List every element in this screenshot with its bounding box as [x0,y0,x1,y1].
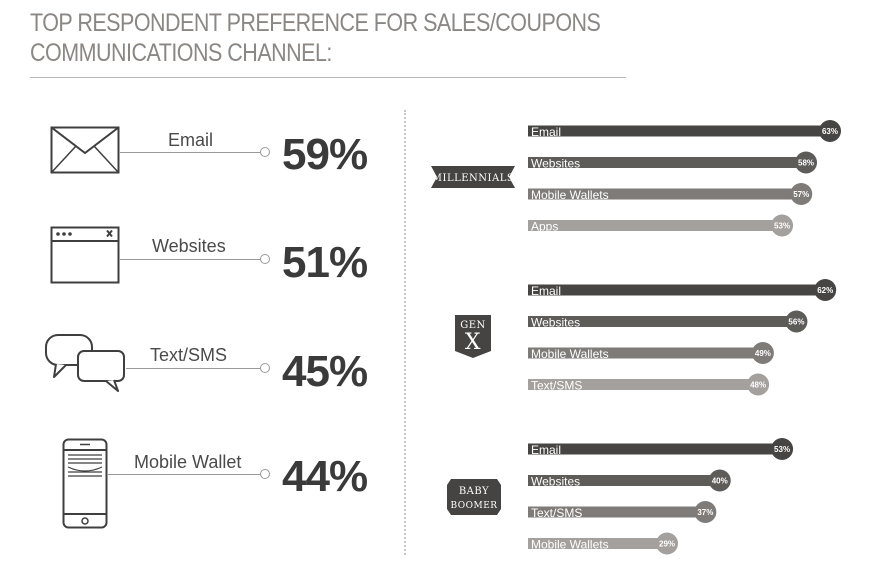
bar-category-gen-x-0: Email [531,284,561,298]
bar-value-baby-boomer-3: 29% [659,540,675,549]
badge-baby-boomer: BABY BOOMER [447,479,501,515]
bar-category-millennials-0: Email [531,125,561,139]
overall-row-text-sms: Text/SMS 45% [0,327,400,407]
browser-window-icon [50,226,120,284]
bar-end-baby-boomer-3 [656,532,679,555]
bar-end-gen-x-1 [785,310,808,333]
bar-value-millennials-0: 63% [822,127,838,136]
bar-baby-boomer-2 [528,506,706,518]
bar-category-baby-boomer-0: Email [531,443,561,457]
bar-end-gen-x-0 [814,279,837,301]
envelope-icon [50,126,120,174]
bar-value-baby-boomer-0: 53% [774,445,790,454]
overall-value-mobile-wallet: 44% [282,452,368,501]
bar-end-gen-x-2 [751,342,774,364]
title-rule [30,77,626,78]
overall-row-mobile-wallet: Mobile Wallet 44% [0,436,400,529]
bar-category-baby-boomer-3: Mobile Wallets [531,538,609,552]
mobile-phone-icon [62,438,108,529]
bar-value-millennials-1: 58% [798,159,814,168]
bar-value-millennials-2: 57% [793,190,809,199]
bar-value-gen-x-0: 62% [817,286,833,295]
chart-title: TOP RESPONDENT PREFERENCE FOR SALES/COUP… [30,8,601,68]
bar-millennials-0 [528,125,830,137]
leader-line [120,152,262,153]
bar-category-baby-boomer-2: Text/SMS [531,506,582,520]
chart-title-line-1: TOP RESPONDENT PREFERENCE FOR SALES/COUP… [30,9,601,37]
bar-baby-boomer-3 [528,538,668,549]
leader-line [108,474,262,475]
chart-title-line-2: COMMUNICATIONS CHANNEL: [30,39,332,67]
overall-label-websites: Websites [152,236,226,256]
bar-end-millennials-0 [819,120,841,142]
overall-label-email: Email [168,130,214,150]
bar-value-baby-boomer-2: 37% [697,508,713,517]
leader-line [120,259,262,260]
badge-gen-x-line-1: GEN [460,320,486,331]
bar-end-millennials-1 [795,151,818,174]
column-divider [404,110,406,555]
overall-value-email: 59% [282,130,368,179]
chat-bubbles-icon [45,334,125,392]
bar-category-millennials-2: Mobile Wallets [531,188,609,202]
leader-dot [260,469,270,479]
bar-millennials-2 [528,188,802,200]
bar-end-baby-boomer-0 [771,438,794,460]
badge-millennials-text: MILLENNIALS [432,173,514,184]
bar-category-baby-boomer-1: Websites [531,475,580,489]
bar-end-gen-x-3 [747,373,770,396]
overall-row-email: Email 59% [0,112,400,192]
leader-dot [260,363,270,373]
overall-row-websites: Websites 51% [0,218,400,298]
bar-category-gen-x-2: Mobile Wallets [531,347,609,361]
bar-millennials-3 [528,220,783,231]
bar-value-millennials-3: 53% [774,222,790,231]
bar-category-gen-x-3: Text/SMS [531,379,582,393]
badge-baby-boomer-line-2: BOOMER [450,501,497,511]
bar-category-millennials-1: Websites [531,157,580,171]
bar-gen-x-2 [528,347,763,359]
overall-value-text-sms: 45% [282,347,368,396]
bar-gen-x-3 [528,379,759,390]
overall-label-mobile-wallet: Mobile Wallet [134,452,242,472]
leader-dot [260,147,270,157]
bar-end-millennials-3 [771,214,794,237]
badge-gen-x: GEN X [455,315,491,358]
bar-category-millennials-3: Apps [531,220,558,234]
overall-label-text-sms: Text/SMS [150,345,228,365]
bar-gen-x-1 [528,316,797,327]
leader-line [126,368,262,369]
bar-end-baby-boomer-1 [708,469,731,492]
bar-category-gen-x-1: Websites [531,316,580,330]
overall-value-websites: 51% [282,238,368,287]
badge-gen-x-line-2: X [465,330,481,355]
leader-dot [260,254,270,264]
bar-end-millennials-2 [790,183,813,205]
bar-millennials-1 [528,157,807,168]
bar-value-gen-x-2: 49% [755,349,771,358]
bar-baby-boomer-0 [528,443,783,455]
bar-value-gen-x-1: 56% [788,318,804,327]
bar-value-baby-boomer-1: 40% [712,477,728,486]
badge-baby-boomer-line-1: BABY [459,486,489,497]
badge-millennials: MILLENNIALS [431,166,515,188]
bar-gen-x-0 [528,284,826,296]
bar-value-gen-x-3: 48% [750,381,766,390]
bar-end-baby-boomer-2 [694,501,717,523]
bar-baby-boomer-1 [528,475,720,486]
